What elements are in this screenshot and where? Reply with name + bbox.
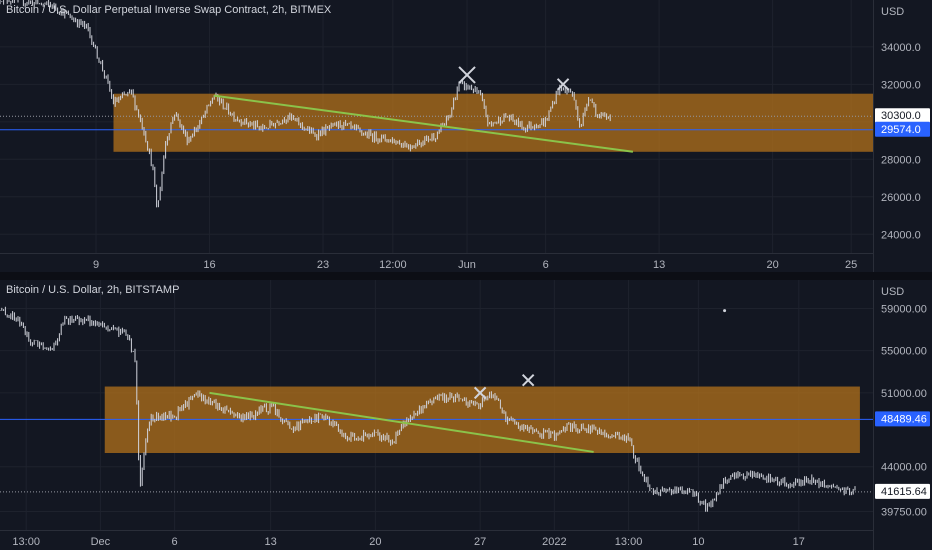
x-tick-label: Dec bbox=[91, 536, 111, 548]
x-marker-stroke bbox=[521, 374, 535, 387]
x-tick-label: 20 bbox=[369, 536, 381, 548]
x-tick-label: 13 bbox=[265, 536, 277, 548]
price-line-badge bbox=[875, 121, 930, 137]
x-tick-label: 13 bbox=[653, 259, 665, 271]
x-tick-label: 9 bbox=[93, 259, 99, 271]
y-tick-label: 39750.00 bbox=[881, 507, 927, 519]
candles bbox=[0, 0, 611, 208]
x-marker bbox=[556, 78, 570, 91]
chart-title: Bitcoin / U.S. Dollar Perpetual Inverse … bbox=[6, 4, 332, 16]
chart-canvas-bitstamp[interactable]: USD 59000.00 55000.00 51000.00 44000.00 39750… bbox=[0, 280, 932, 550]
y-tick-label: 44000.00 bbox=[881, 462, 927, 474]
y-tick-label: 34000.0 bbox=[881, 42, 921, 54]
y-tick-label: 28000.0 bbox=[881, 154, 921, 166]
last-price-label: 41615.64 bbox=[881, 486, 927, 498]
x-marker bbox=[473, 386, 487, 400]
last-price-badge bbox=[875, 483, 930, 499]
trendline bbox=[209, 391, 594, 453]
y-tick-label: 55000.00 bbox=[881, 346, 927, 358]
dot-marker bbox=[723, 309, 727, 313]
x-tick-label: 6 bbox=[172, 536, 178, 548]
x-tick-label: 17 bbox=[793, 536, 805, 548]
x-tick-label: 16 bbox=[203, 259, 215, 271]
y-tick-label: 32000.0 bbox=[881, 79, 921, 91]
chart-canvas-bitmex[interactable]: USD34000.032000.030000.028000.026000.024… bbox=[0, 0, 932, 272]
chart-panel-bitstamp: USD 59000.00 55000.00 51000.00 44000.00 39750… bbox=[0, 280, 932, 550]
x-tick-label: 10 bbox=[692, 536, 704, 548]
pane-divider[interactable] bbox=[0, 272, 932, 280]
x-tick-label: 12:00 bbox=[379, 259, 407, 271]
last-price-label: 30300.0 bbox=[881, 110, 921, 122]
x-tick-label: 2022 bbox=[542, 536, 566, 548]
x-marker-stroke bbox=[458, 66, 476, 84]
price-line-label: 48489.46 bbox=[881, 413, 927, 425]
x-marker-stroke bbox=[473, 386, 487, 400]
x-tick-label: 6 bbox=[543, 259, 549, 271]
chart-title: Bitcoin / U.S. Dollar, 2h, BITSTAMP bbox=[6, 284, 180, 296]
y-tick-label: 24000.0 bbox=[881, 229, 921, 241]
price-line-label: 29574.0 bbox=[881, 124, 921, 136]
x-tick-label: 13:00 bbox=[615, 536, 643, 548]
x-tick-label: 13:00 bbox=[12, 536, 40, 548]
currency-label: USD bbox=[881, 6, 904, 18]
x-marker-stroke bbox=[556, 78, 570, 91]
x-tick-label: Jun bbox=[458, 259, 476, 271]
chart-panel-bitmex: USD34000.032000.030000.028000.026000.024… bbox=[0, 0, 932, 272]
y-tick-label: 59000.00 bbox=[881, 303, 927, 315]
x-tick-label: 25 bbox=[845, 259, 857, 271]
x-tick-label: 23 bbox=[317, 259, 329, 271]
y-tick-label: 51000.00 bbox=[881, 388, 927, 400]
x-marker bbox=[521, 374, 535, 387]
currency-label: USD bbox=[881, 286, 904, 298]
trendline bbox=[213, 94, 634, 153]
x-tick-label: 27 bbox=[474, 536, 486, 548]
x-tick-label: 20 bbox=[766, 259, 778, 271]
price-line-badge bbox=[875, 411, 930, 427]
candles bbox=[0, 306, 856, 512]
y-tick-label: 26000.0 bbox=[881, 192, 921, 204]
x-marker bbox=[458, 66, 476, 84]
